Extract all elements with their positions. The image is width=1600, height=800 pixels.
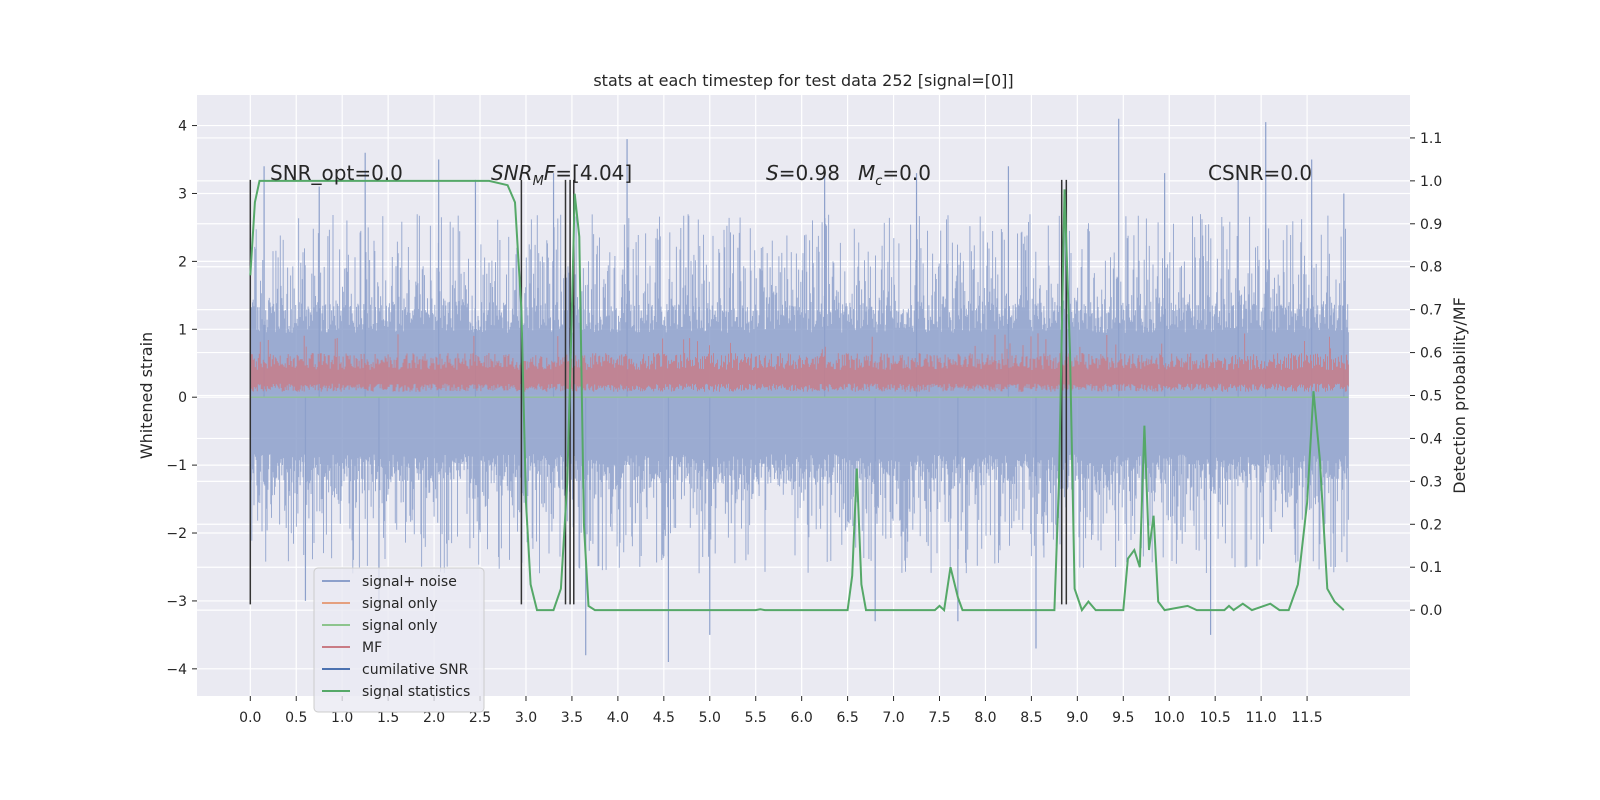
mc-suffix: =0.0 [882,161,931,185]
x-tick-label: 10.5 [1200,710,1231,726]
series-signal-noise [249,118,1349,663]
legend-label: signal only [362,618,437,634]
x-tick-label: 11.5 [1291,710,1322,726]
x-axis: 0.0 0.5 1.0 1.5 2.0 2.5 3.0 3.5 4.0 4.5 5.0 5.5 6.0 6… [239,696,1323,726]
x-tick-label: 5.5 [745,710,767,726]
snr-mf-suffix-italic: F [544,161,556,185]
x-tick-label: 3.5 [561,710,583,726]
x-tick-label: 8.0 [974,710,996,726]
x-tick-label: 1.0 [331,710,353,726]
y-right-tick-label: 0.9 [1420,217,1442,233]
annotation-s-stat: S=0.98 [766,161,840,185]
y-left-tick-label: 4 [178,119,187,135]
chart-title: stats at each timestep for test data 252… [593,71,1013,90]
x-tick-label: 11.0 [1246,710,1277,726]
legend-box [313,567,485,713]
x-tick-label: 8.5 [1020,710,1042,726]
annotation-mc: Mc=0.0 [858,161,931,189]
y-axis-right: 0.0 0.1 0.2 0.3 0.4 0.5 0.6 0.7 0.8 0.9 1.0 1.1 [1410,131,1442,619]
snr-mf-prefix: SNR [491,161,533,185]
y-right-tick-label: 1.0 [1420,174,1442,190]
annotation-snr-opt: SNR_opt=0.0 [270,161,403,185]
x-tick-label: 9.0 [1066,710,1088,726]
x-tick-label: 6.0 [791,710,813,726]
y-right-tick-label: 0.7 [1420,303,1442,319]
x-tick-label: 0.5 [285,710,307,726]
annotation-csnr: CSNR=0.0 [1208,161,1312,185]
y-right-tick-label: 0.8 [1420,260,1442,276]
mc-sub: c [875,174,882,189]
y-axis-left-label: Whitened strain [137,332,156,459]
annotation-snr-mf: SNRMF=[4.04] [491,161,632,189]
y-left-tick-label: 1 [178,322,187,338]
x-tick-label: 5.0 [699,710,721,726]
snr-mf-suffix: =[4.04] [555,161,632,185]
y-right-tick-label: 1.1 [1420,131,1442,147]
y-right-tick-label: 0.5 [1420,389,1442,405]
x-tick-label: 7.5 [928,710,950,726]
y-right-tick-label: 0.3 [1420,474,1442,490]
y-right-tick-label: 0.6 [1420,346,1442,362]
legend-label: signal statistics [362,684,470,700]
x-tick-label: 4.5 [653,710,675,726]
y-left-tick-label: −4 [166,662,187,678]
x-tick-label: 7.0 [882,710,904,726]
y-right-tick-label: 0.0 [1420,603,1442,619]
s-value: =0.98 [779,161,840,185]
legend-label: cumilative SNR [362,662,469,678]
x-tick-label: 1.5 [377,710,399,726]
x-tick-label: 2.0 [423,710,445,726]
y-left-tick-label: 3 [178,186,187,202]
series-signal-statistics [249,179,1345,613]
y-left-tick-label: −1 [166,458,187,474]
legend-label: signal only [362,596,437,612]
y-right-tick-label: 0.1 [1420,560,1442,576]
y-left-tick-label: 0 [178,390,187,406]
x-tick-label: 3.0 [515,710,537,726]
s-letter: S [766,161,779,185]
legend-label: signal+ noise [362,574,457,590]
y-left-tick-label: 2 [178,254,187,270]
y-axis-right-label: Detection probability/MF [1450,297,1469,494]
y-left-tick-label: −2 [166,526,187,542]
y-left-tick-label: −3 [166,594,187,610]
legend: signal+ noise signal only signal only MF cum… [313,567,485,713]
series-mf [249,333,1349,398]
legend-label: MF [362,640,382,656]
x-tick-label: 4.0 [607,710,629,726]
y-right-tick-label: 0.4 [1420,431,1442,447]
snr-mf-sub: M [533,174,544,189]
x-tick-label: 2.5 [469,710,491,726]
y-right-tick-label: 0.2 [1420,517,1442,533]
y-axis-left: −4 −3 −2 −1 0 1 2 3 4 [166,119,197,678]
x-tick-label: 0.0 [239,710,261,726]
x-tick-label: 9.5 [1112,710,1134,726]
mc-prefix: M [858,161,875,185]
x-tick-label: 6.5 [836,710,858,726]
x-tick-label: 10.0 [1154,710,1185,726]
